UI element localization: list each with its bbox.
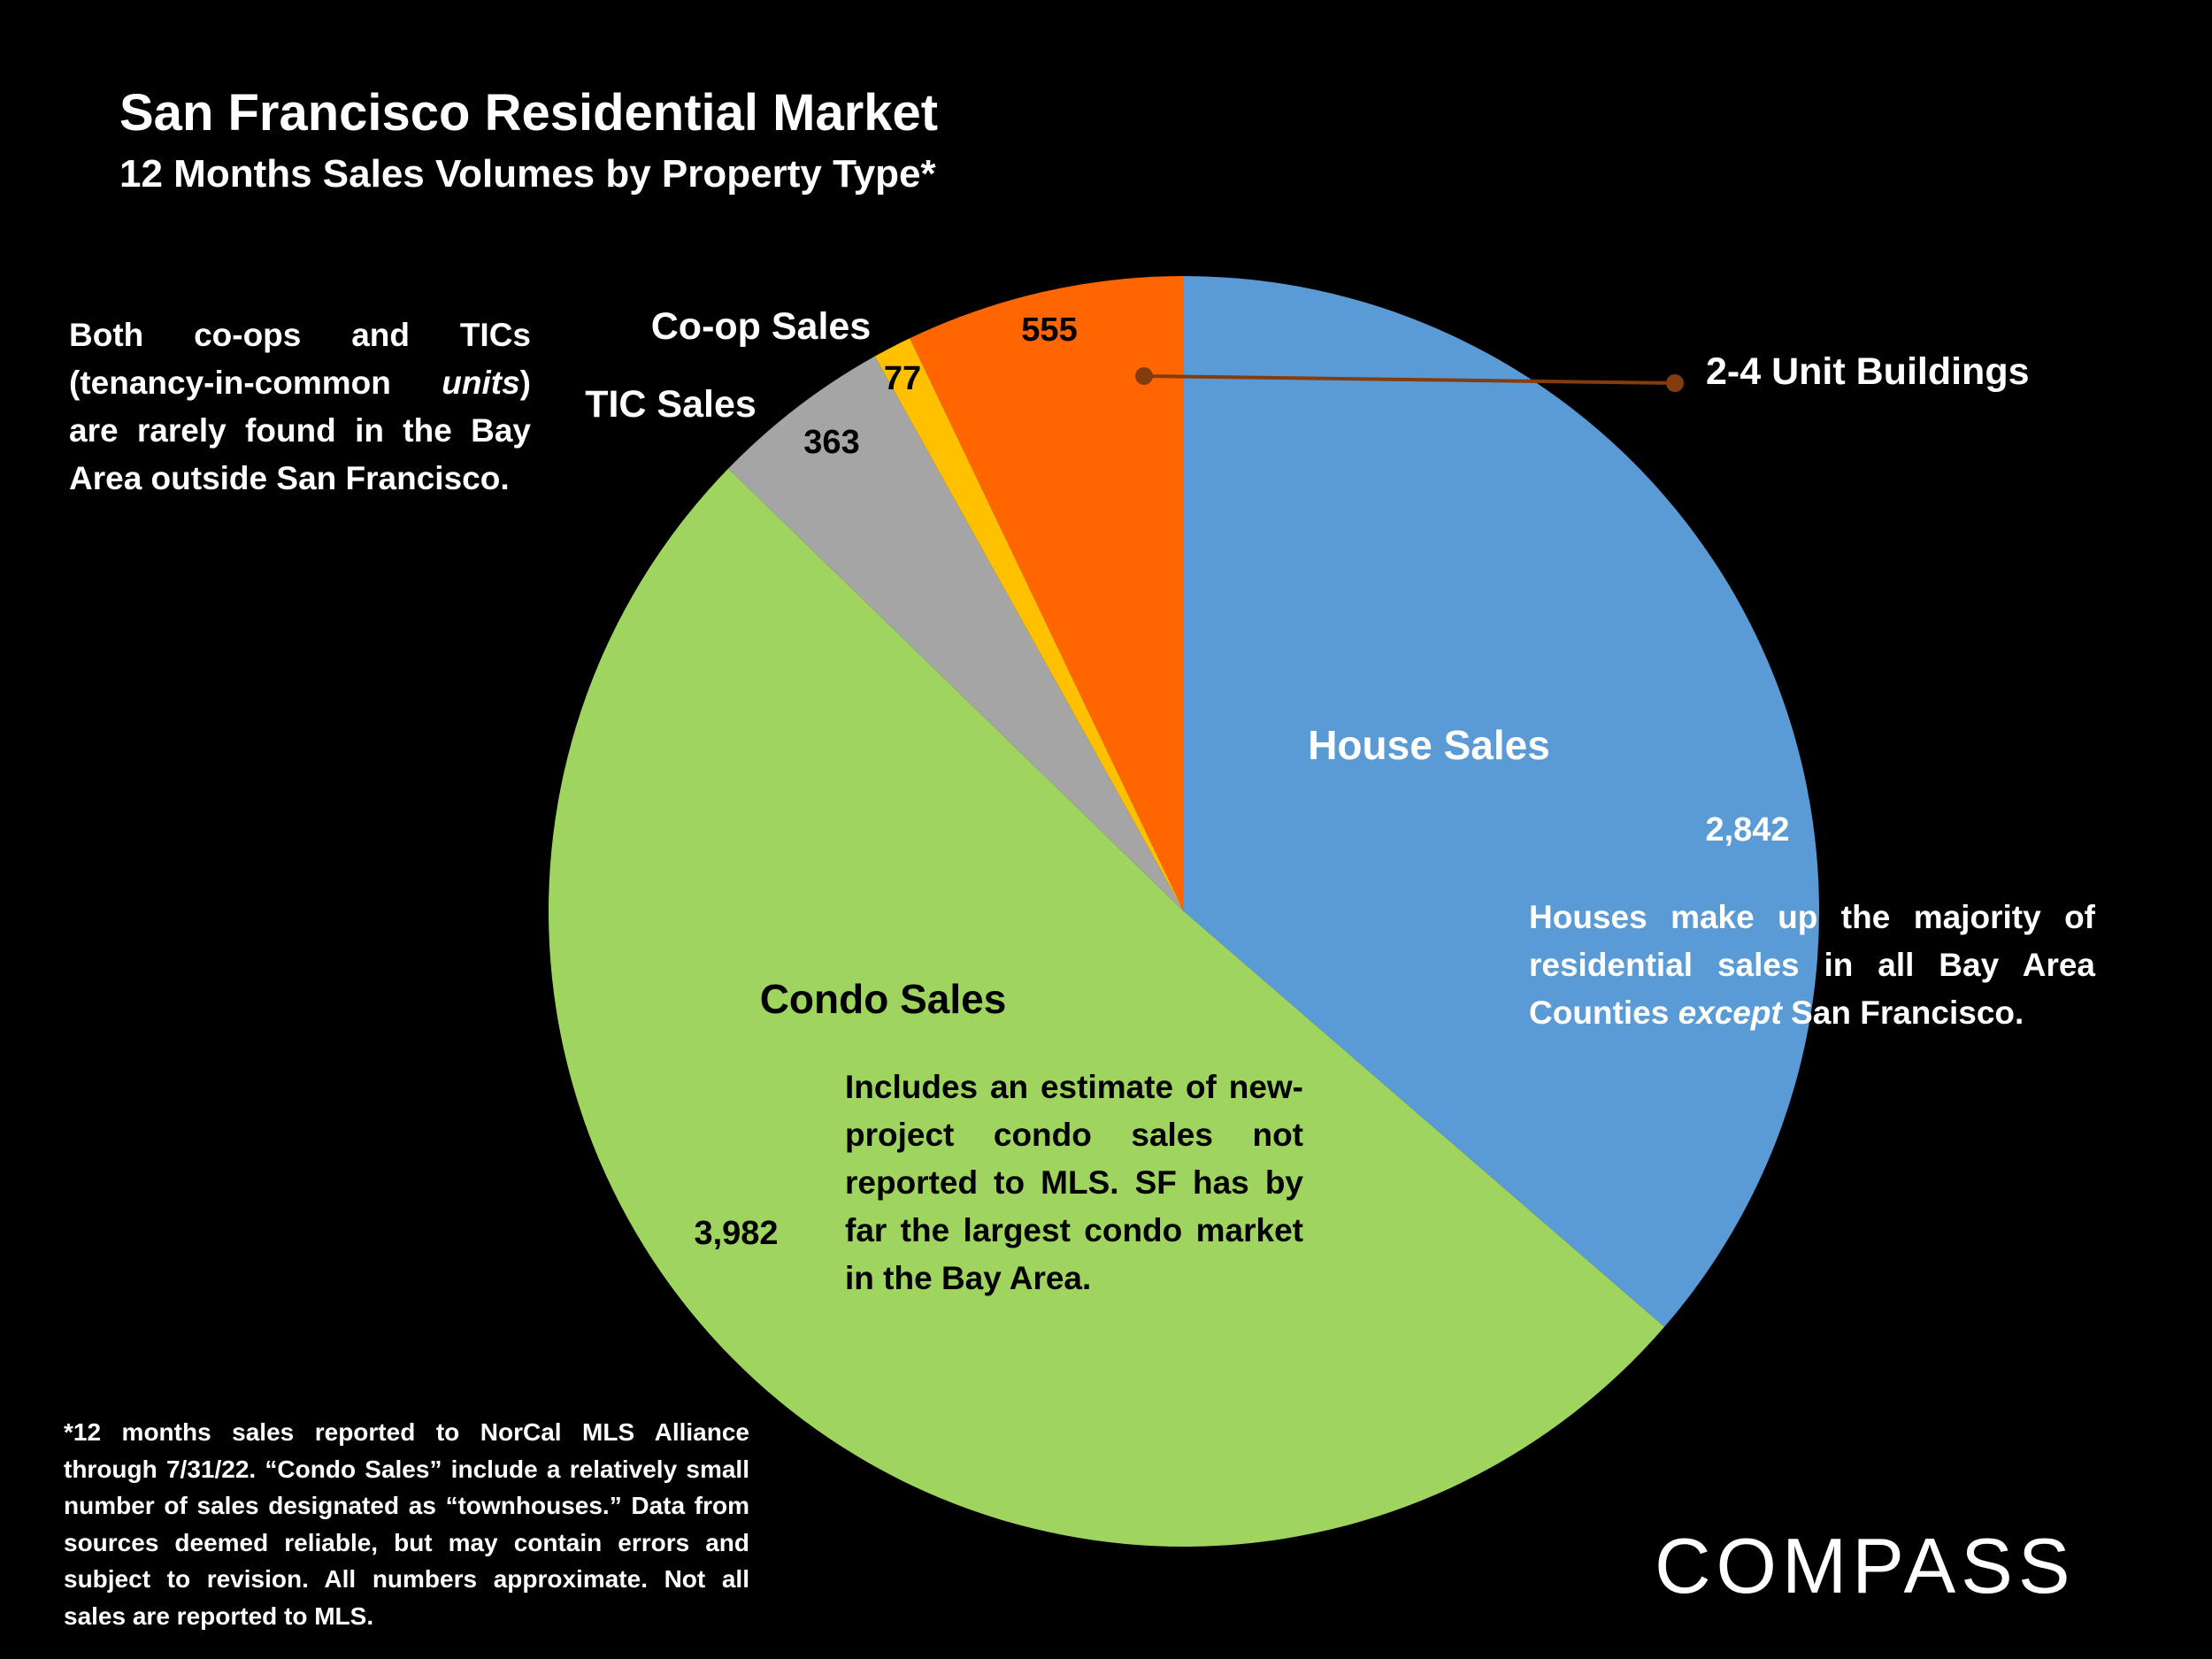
compass-logo-text: COMPASS: [1655, 1524, 2076, 1603]
condo-sales-note: Includes an estimate of new-project cond…: [845, 1069, 1303, 1296]
slice-name-label: 2-4 Unit Buildings: [1706, 350, 2030, 393]
slice-value-label: 363: [803, 424, 859, 461]
house-sales-note: Houses make up the majority of residenti…: [1529, 899, 2095, 1031]
chart-title: San Francisco Residential Market: [119, 84, 939, 142]
compass-logo: COMPASS: [1655, 1524, 2076, 1603]
coop-tic-note: Both co-ops and TICs (tenancy-in-common …: [69, 317, 531, 496]
leader-line-dot: [1666, 374, 1684, 392]
slice-value-label: 2,842: [1705, 811, 1789, 849]
slice-value-label: 3,982: [694, 1215, 778, 1252]
slice-value-label: 555: [1021, 311, 1077, 349]
pie-slice-condo-sales: [548, 468, 1665, 1548]
pie-slice-2-4-unit-buildings: [910, 276, 1184, 911]
leader-line-dot: [1135, 367, 1153, 385]
slice-name-label: TIC Sales: [585, 383, 757, 426]
pie-slice-tic-sales: [728, 356, 1184, 912]
slice-name-label: Co-op Sales: [651, 305, 872, 348]
pie-slice-co-op-sales: [874, 338, 1184, 912]
slice-value-label: 77: [884, 360, 921, 397]
slice-name-label: Condo Sales: [760, 976, 1007, 1022]
slice-name-label: House Sales: [1308, 722, 1550, 768]
footnote: *12 months sales reported to NorCal MLS …: [64, 1418, 749, 1630]
leader-line: [1143, 374, 1676, 385]
pie-slice-house-sales: [1184, 276, 1819, 1327]
chart-subtitle: 12 Months Sales Volumes by Property Type…: [119, 152, 936, 196]
